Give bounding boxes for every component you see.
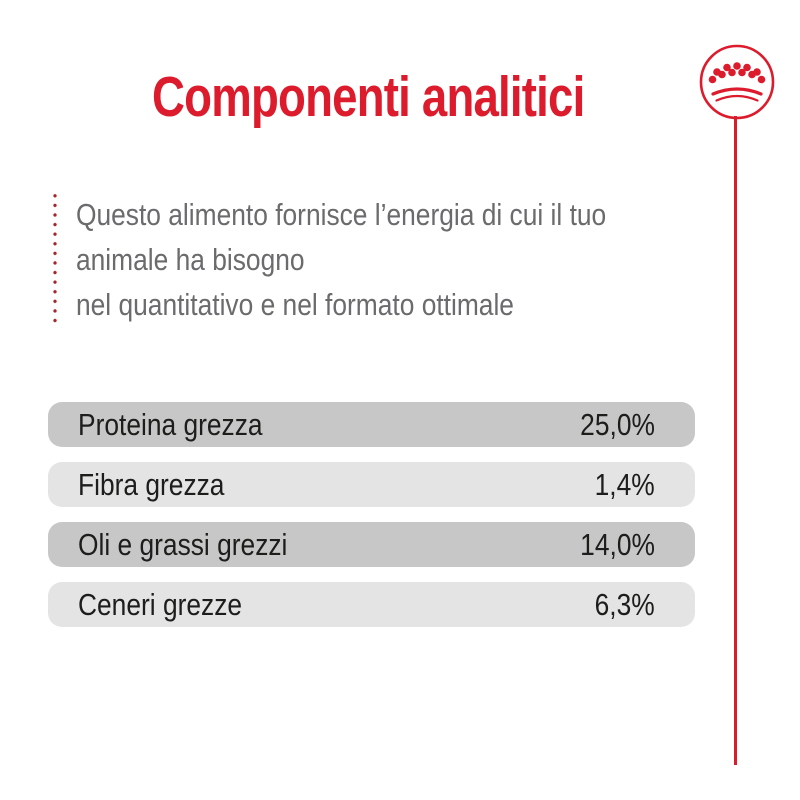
intro-line-2: animale ha bisogno	[76, 242, 305, 277]
row-value: 25,0%	[580, 406, 655, 442]
logo-stem-line	[734, 116, 737, 765]
table-row: Ceneri grezze 6,3%	[48, 582, 695, 627]
row-label: Oli e grassi grezzi	[78, 526, 288, 562]
intro-line-1: Questo alimento fornisce l’energia di cu…	[76, 197, 607, 232]
row-value: 1,4%	[594, 466, 655, 502]
table-row: Proteina grezza 25,0%	[48, 402, 695, 447]
dotted-rule	[53, 191, 57, 325]
row-label: Ceneri grezze	[78, 586, 243, 622]
crown-icon	[699, 44, 775, 120]
row-label: Fibra grezza	[78, 466, 225, 502]
row-value: 6,3%	[594, 586, 655, 622]
table-row: Fibra grezza 1,4%	[48, 462, 695, 507]
royal-canin-logo	[698, 43, 776, 121]
analytic-components-table: Proteina grezza 25,0% Fibra grezza 1,4% …	[48, 402, 695, 642]
title-row: Componenti analitici	[0, 64, 737, 130]
page-title: Componenti analitici	[152, 65, 585, 129]
intro-paragraph: Questo alimento fornisce l’energia di cu…	[76, 192, 700, 327]
row-value: 14,0%	[580, 526, 655, 562]
row-label: Proteina grezza	[78, 406, 263, 442]
table-row: Oli e grassi grezzi 14,0%	[48, 522, 695, 567]
intro-line-3: nel quantitativo e nel formato ottimale	[76, 287, 514, 322]
